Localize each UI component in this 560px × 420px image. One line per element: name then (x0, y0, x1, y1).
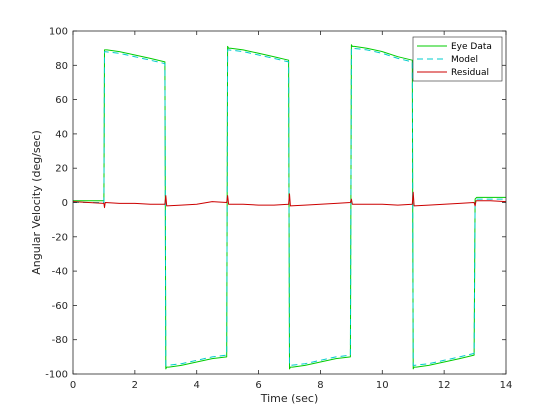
series-layer (72, 44, 507, 370)
x-tick-label: 10 (376, 380, 389, 391)
x-tick-label: 8 (317, 380, 323, 391)
x-tick-label: 14 (500, 380, 513, 391)
y-tick-label: -20 (52, 232, 68, 243)
series-line-residual (72, 191, 507, 209)
legend: Eye Data Model Residual (412, 36, 503, 82)
y-tick-label: 0 (62, 198, 68, 209)
y-tick-label: -40 (52, 267, 68, 278)
x-axis-label: Time (sec) (260, 392, 319, 405)
x-tick-label: 12 (438, 380, 451, 391)
y-tick-label: 100 (49, 27, 68, 38)
y-tick-label: 40 (55, 129, 68, 140)
y-tick-label: 80 (55, 61, 68, 72)
legend-label-eye-data: Eye Data (451, 42, 492, 52)
y-axis: -100 -80 -60 -40 -20 0 20 40 60 80 100 (45, 27, 506, 381)
y-tick-label: -100 (45, 370, 68, 381)
y-axis-label: Angular Velocity (deg/sec) (30, 130, 43, 274)
legend-label-residual: Residual (451, 68, 489, 78)
series-line-model (73, 47, 506, 366)
y-tick-label: -60 (52, 301, 68, 312)
x-tick-label: 6 (255, 380, 261, 391)
x-tick-label: 0 (70, 380, 76, 391)
series-line-eye-data (73, 44, 506, 370)
legend-label-model: Model (451, 55, 478, 65)
y-tick-label: -80 (52, 335, 68, 346)
x-tick-label: 4 (194, 380, 200, 391)
x-tick-label: 2 (132, 380, 138, 391)
y-tick-label: 20 (55, 164, 68, 175)
x-axis: 0 2 4 6 8 10 12 14 (70, 31, 513, 391)
y-tick-label: 60 (55, 95, 68, 106)
